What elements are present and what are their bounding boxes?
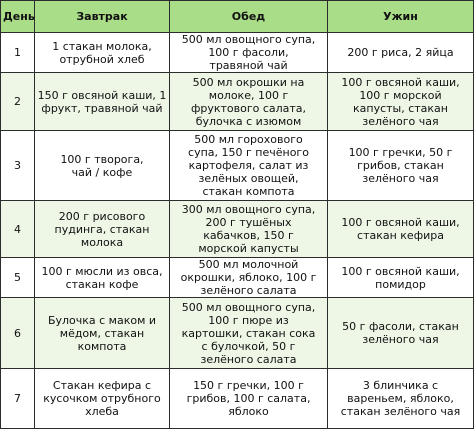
dinner-text: 100 г овсяной каши, 100 г морской капуст… (341, 75, 460, 128)
lunch-text: 500 мл овощного супа, 100 г фасоли, трав… (181, 33, 316, 72)
lunch-cell: 500 мл молочной окрошки, яблоко, 100 г з… (169, 257, 328, 298)
day-cell: 5 (0, 257, 35, 298)
lunch-cell: 500 мл горохового супа, 150 г печёного к… (169, 130, 328, 201)
dinner-text: 100 г овсяной каши, стакан кефира (341, 216, 460, 242)
breakfast-text: 150 г овсяной каши, 1 фрукт, травяной ча… (37, 88, 167, 115)
header-day: День (0, 0, 35, 33)
breakfast-cell: 150 г овсяной каши, 1 фрукт, травяной ча… (34, 72, 170, 131)
lunch-text: 500 мл молочной окрошки, яблоко, 100 г з… (180, 258, 317, 297)
table-row: 6 Булочка с маком и мёдом, стакан компот… (0, 297, 474, 369)
dinner-text: 100 г гречки, 50 г грибов, стакан зелёно… (348, 146, 453, 185)
breakfast-text: 1 стакан молока, отрубной хлеб (52, 39, 152, 66)
table-row: 2 150 г овсяной каши, 1 фрукт, травяной … (0, 72, 474, 131)
dinner-cell: 100 г овсяной каши, 100 г морской капуст… (327, 72, 474, 131)
day-cell: 2 (0, 72, 35, 131)
table-row: 3 100 г творога, чай / кофе 500 мл горох… (0, 130, 474, 201)
day-cell: 6 (0, 297, 35, 369)
lunch-cell: 300 мл овощного супа, 200 г тушёных каба… (169, 200, 328, 258)
dinner-cell: 100 г овсяной каши, помидор (327, 257, 474, 298)
breakfast-cell: 100 г творога, чай / кофе (34, 130, 170, 201)
day-cell: 7 (0, 368, 35, 429)
dinner-cell: 200 г риса, 2 яйца (327, 32, 474, 73)
day-number: 2 (14, 95, 21, 108)
breakfast-text: Стакан кефира с кусочком отрубного хлеба (43, 379, 161, 418)
dinner-cell: 50 г фасоли, стакан зелёного чая (327, 297, 474, 369)
day-number: 7 (14, 392, 21, 405)
day-number: 3 (14, 159, 21, 172)
breakfast-cell: 100 г мюсли из овса, стакан кофе (34, 257, 170, 298)
header-lunch: Обед (169, 0, 328, 33)
table-row: 5 100 г мюсли из овса, стакан кофе 500 м… (0, 257, 474, 298)
table-header-row: День Завтрак Обед Ужин (0, 0, 474, 33)
lunch-cell: 500 мл овощного супа, 100 г фасоли, трав… (169, 32, 328, 73)
header-dinner: Ужин (327, 0, 474, 33)
day-cell: 1 (0, 32, 35, 73)
table-row: 4 200 г рисового пудинга, стакан молока … (0, 200, 474, 258)
day-number: 5 (14, 271, 21, 284)
table-row: 1 1 стакан молока, отрубной хлеб 500 мл … (0, 32, 474, 73)
dinner-cell: 100 г гречки, 50 г грибов, стакан зелёно… (327, 130, 474, 201)
day-number: 1 (14, 46, 21, 59)
breakfast-text: 200 г рисового пудинга, стакан молока (54, 209, 150, 249)
dinner-text: 100 г овсяной каши, помидор (341, 264, 460, 291)
day-number: 6 (14, 326, 21, 340)
day-number: 4 (14, 222, 21, 236)
lunch-text: 500 мл овощного супа, 100 г пюре из карт… (181, 300, 316, 366)
breakfast-cell: 200 г рисового пудинга, стакан молока (34, 200, 170, 258)
lunch-text: 500 мл окрошки на молоке, 100 г фруктово… (190, 75, 307, 128)
dinner-text: 3 блинчика с вареньем, яблоко, стакан зе… (340, 379, 461, 418)
lunch-text: 150 г гречки, 100 г грибов, 100 г салата… (186, 379, 311, 418)
dinner-cell: 100 г овсяной каши, стакан кефира (327, 200, 474, 258)
breakfast-cell: 1 стакан молока, отрубной хлеб (34, 32, 170, 73)
day-cell: 3 (0, 130, 35, 201)
breakfast-text: Булочка с маком и мёдом, стакан компота (47, 313, 157, 353)
dinner-cell: 3 блинчика с вареньем, яблоко, стакан зе… (327, 368, 474, 429)
dinner-text: 200 г риса, 2 яйца (347, 46, 454, 59)
header-breakfast: Завтрак (34, 0, 170, 33)
breakfast-text: 100 г мюсли из овса, стакан кофе (41, 264, 163, 291)
breakfast-cell: Стакан кефира с кусочком отрубного хлеба (34, 368, 170, 429)
lunch-text: 300 мл овощного супа, 200 г тушёных каба… (181, 203, 316, 255)
breakfast-text: 100 г творога, чай / кофе (60, 152, 144, 179)
table-row: 7 Стакан кефира с кусочком отрубного хле… (0, 368, 474, 429)
lunch-cell: 150 г гречки, 100 г грибов, 100 г салата… (169, 368, 328, 429)
day-cell: 4 (0, 200, 35, 258)
lunch-cell: 500 мл окрошки на молоке, 100 г фруктово… (169, 72, 328, 131)
lunch-text: 500 мл горохового супа, 150 г печёного к… (188, 133, 309, 198)
breakfast-cell: Булочка с маком и мёдом, стакан компота (34, 297, 170, 369)
lunch-cell: 500 мл овощного супа, 100 г пюре из карт… (169, 297, 328, 369)
dinner-text: 50 г фасоли, стакан зелёного чая (342, 320, 459, 346)
